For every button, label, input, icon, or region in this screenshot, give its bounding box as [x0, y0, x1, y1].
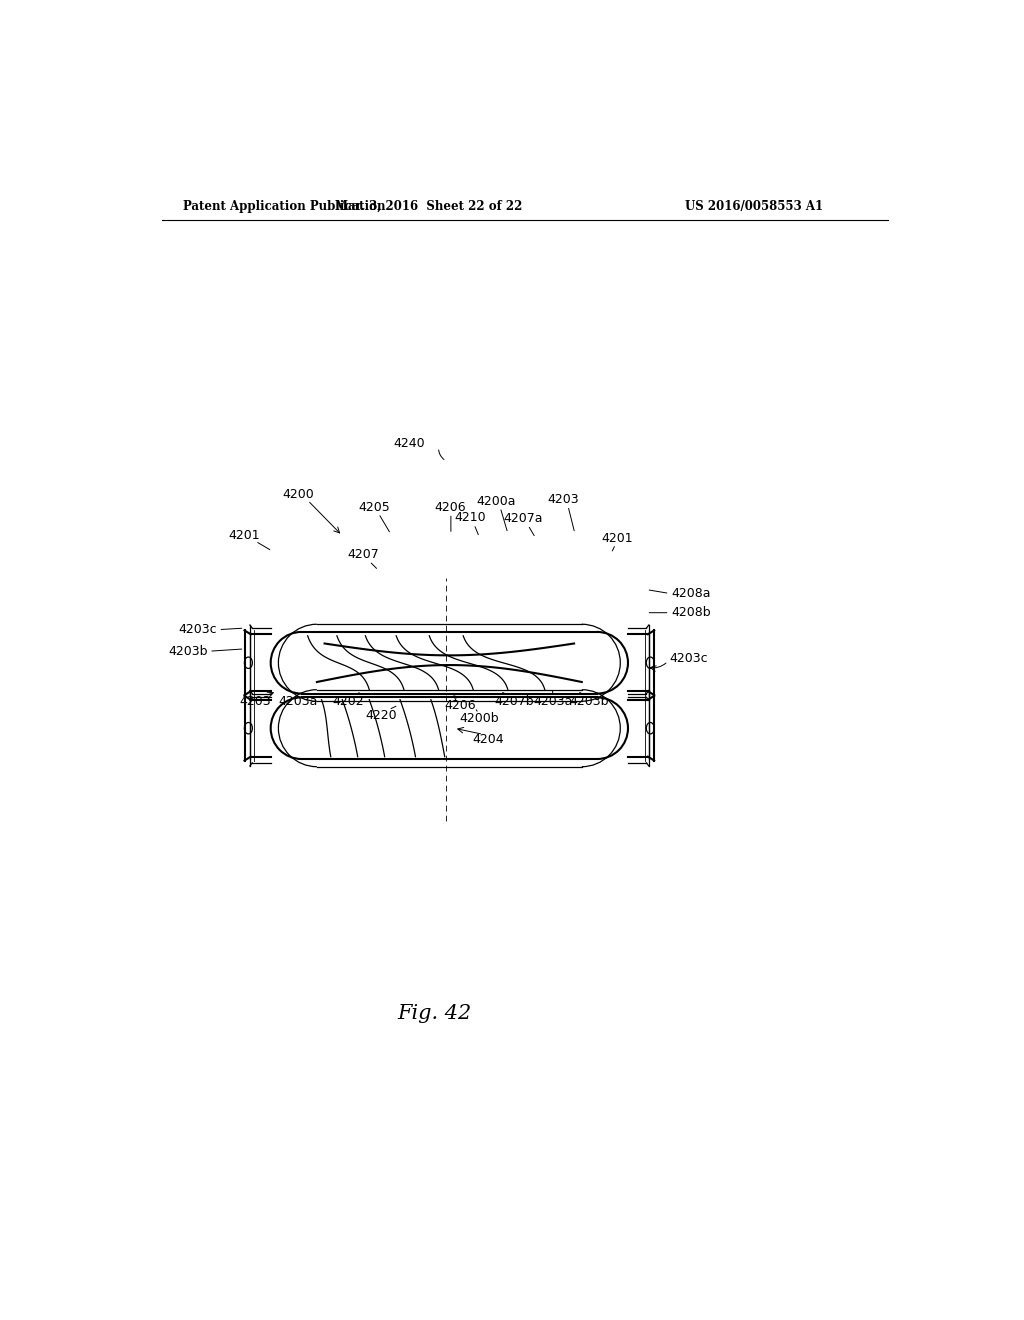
Text: 4200a: 4200a	[476, 495, 516, 508]
Text: 4200b: 4200b	[460, 713, 499, 726]
Text: Mar. 3, 2016  Sheet 22 of 22: Mar. 3, 2016 Sheet 22 of 22	[335, 199, 522, 213]
Text: 4205: 4205	[358, 500, 390, 513]
Text: 4207b: 4207b	[495, 694, 534, 708]
Text: Fig. 42: Fig. 42	[397, 1003, 472, 1023]
Text: 4201: 4201	[601, 532, 633, 545]
Text: 4203b: 4203b	[168, 644, 208, 657]
Text: 4204: 4204	[473, 733, 505, 746]
Text: 4208b: 4208b	[671, 606, 711, 619]
Text: 4203: 4203	[240, 694, 271, 708]
Text: 4220: 4220	[366, 709, 397, 722]
Text: Patent Application Publication: Patent Application Publication	[183, 199, 385, 213]
Text: 4203a: 4203a	[279, 694, 318, 708]
Text: 4206: 4206	[434, 500, 466, 513]
Text: 4200: 4200	[283, 487, 314, 500]
Text: 4203a: 4203a	[534, 694, 573, 708]
Text: 4207a: 4207a	[504, 512, 543, 525]
Text: 4203c: 4203c	[178, 623, 217, 636]
Text: 4240: 4240	[393, 437, 425, 450]
Text: 4207: 4207	[347, 548, 379, 561]
Text: 4208a: 4208a	[671, 587, 711, 601]
Text: 4201: 4201	[228, 529, 260, 543]
Text: 4203: 4203	[548, 492, 580, 506]
Text: 4203c: 4203c	[670, 652, 709, 665]
Text: 4206: 4206	[444, 698, 476, 711]
Text: 4202: 4202	[332, 694, 364, 708]
Text: 4203b: 4203b	[569, 694, 609, 708]
Text: 4210: 4210	[455, 511, 486, 524]
Text: US 2016/0058553 A1: US 2016/0058553 A1	[685, 199, 823, 213]
